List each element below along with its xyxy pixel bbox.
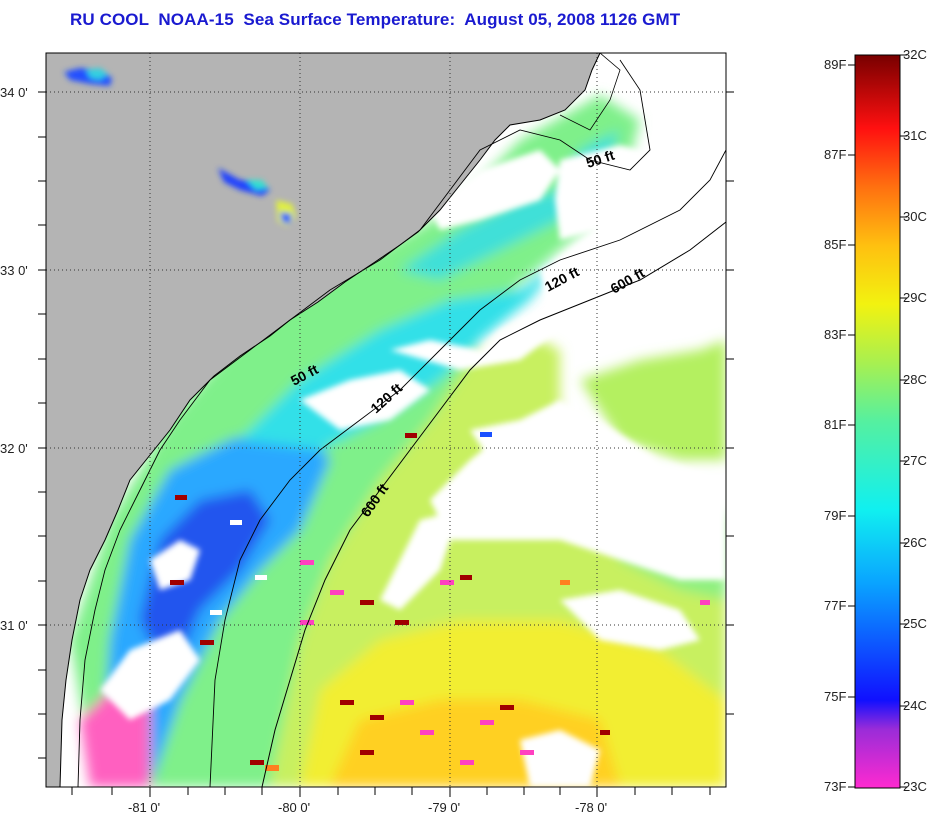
colorbar-f-label: 79F bbox=[824, 508, 847, 523]
colorbar-c-label: 31C bbox=[903, 128, 927, 143]
colorbar-c-label: 30C bbox=[903, 209, 927, 224]
colorbar-c-label: 24C bbox=[903, 698, 927, 713]
axis-ticks bbox=[38, 91, 734, 797]
lon-label: -79 0' bbox=[428, 800, 460, 815]
lon-label: -81 0' bbox=[128, 800, 160, 815]
colorbar-c-label: 27C bbox=[903, 453, 927, 468]
lat-label: 31 0' bbox=[0, 618, 28, 633]
colorbar-f-label: 87F bbox=[824, 147, 847, 162]
plot-frame bbox=[45, 52, 727, 788]
colorbar-c-label: 23C bbox=[903, 779, 927, 794]
lat-label: 33 0' bbox=[0, 263, 28, 278]
isobath-120ft bbox=[209, 149, 726, 787]
colorbar-f-label: 77F bbox=[824, 598, 847, 613]
colorbar-f-label: 85F bbox=[824, 237, 847, 252]
colorbar-c-label: 29C bbox=[903, 290, 927, 305]
colorbar-c-label: 28C bbox=[903, 372, 927, 387]
colorbar-f-label: 75F bbox=[824, 689, 847, 704]
colorbar-f-label: 81F bbox=[824, 417, 847, 432]
lat-label: 32 0' bbox=[0, 441, 28, 456]
colorbar-c-label: 26C bbox=[903, 535, 927, 550]
sst-imagery bbox=[46, 53, 726, 787]
colorbar-c-label: 25C bbox=[903, 616, 927, 631]
lon-label: -80 0' bbox=[278, 800, 310, 815]
graticule bbox=[46, 53, 726, 787]
colorbar-f-label: 89F bbox=[824, 57, 847, 72]
colorbar-ticks bbox=[848, 54, 907, 788]
lon-label: -78 0' bbox=[575, 800, 607, 815]
lat-label: 34 0' bbox=[0, 85, 28, 100]
colorbar bbox=[854, 54, 901, 789]
colorbar-f-label: 83F bbox=[824, 327, 847, 342]
colorbar-f-label: 73F bbox=[824, 779, 847, 794]
land-mass bbox=[46, 53, 600, 787]
isobath-600ft bbox=[261, 221, 726, 787]
colorbar-c-label: 32C bbox=[903, 47, 927, 62]
map-title: RU COOL NOAA-15 Sea Surface Temperature:… bbox=[70, 10, 681, 29]
